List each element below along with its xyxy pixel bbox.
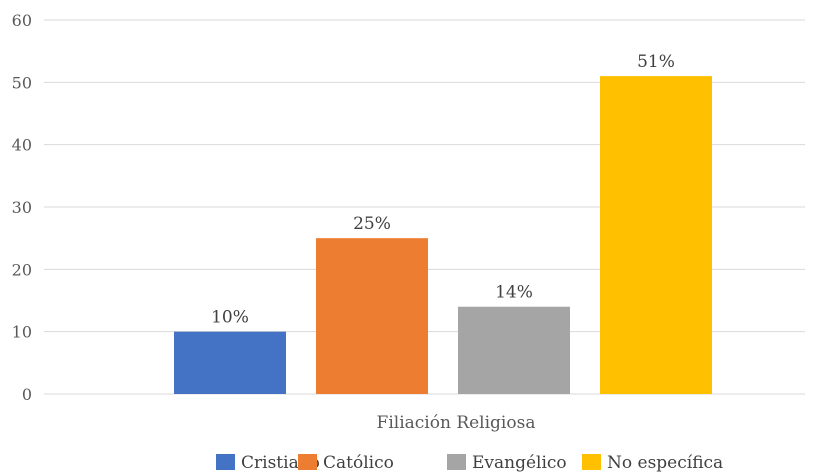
data-label: 51% xyxy=(637,52,675,72)
legend[interactable]: Cristiano Católico Evangélico No específica xyxy=(216,453,723,473)
y-tick-label: 50 xyxy=(12,73,32,92)
y-axis-ticks: 0 10 20 30 40 50 60 xyxy=(12,11,32,404)
bar-3 xyxy=(458,306,570,394)
legend-swatch xyxy=(216,454,235,470)
bar-2 xyxy=(316,238,428,394)
legend-swatch xyxy=(298,454,317,470)
y-tick-label: 20 xyxy=(12,260,32,279)
legend-label: Evangélico xyxy=(472,453,567,473)
y-tick-label: 0 xyxy=(22,385,32,404)
data-label: 10% xyxy=(211,308,249,328)
legend-item[interactable]: Católico xyxy=(298,453,394,473)
legend-label: Católico xyxy=(323,453,394,473)
y-tick-label: 60 xyxy=(12,11,32,30)
legend-item[interactable]: No específica xyxy=(582,453,723,473)
bar-1 xyxy=(174,331,286,394)
y-tick-label: 30 xyxy=(12,198,32,217)
x-axis-label: Filiación Religiosa xyxy=(377,413,536,433)
data-label: 14% xyxy=(495,283,533,303)
bars xyxy=(174,76,712,394)
data-labels: 10% 25% 14% 51% xyxy=(211,52,675,328)
legend-swatch xyxy=(447,454,466,470)
legend-label: No específica xyxy=(607,453,723,473)
y-tick-label: 40 xyxy=(12,136,32,155)
legend-swatch xyxy=(582,454,601,470)
data-label: 25% xyxy=(353,214,391,234)
legend-item[interactable]: Evangélico xyxy=(447,453,567,473)
y-tick-label: 10 xyxy=(12,323,32,342)
bar-4 xyxy=(600,76,712,394)
